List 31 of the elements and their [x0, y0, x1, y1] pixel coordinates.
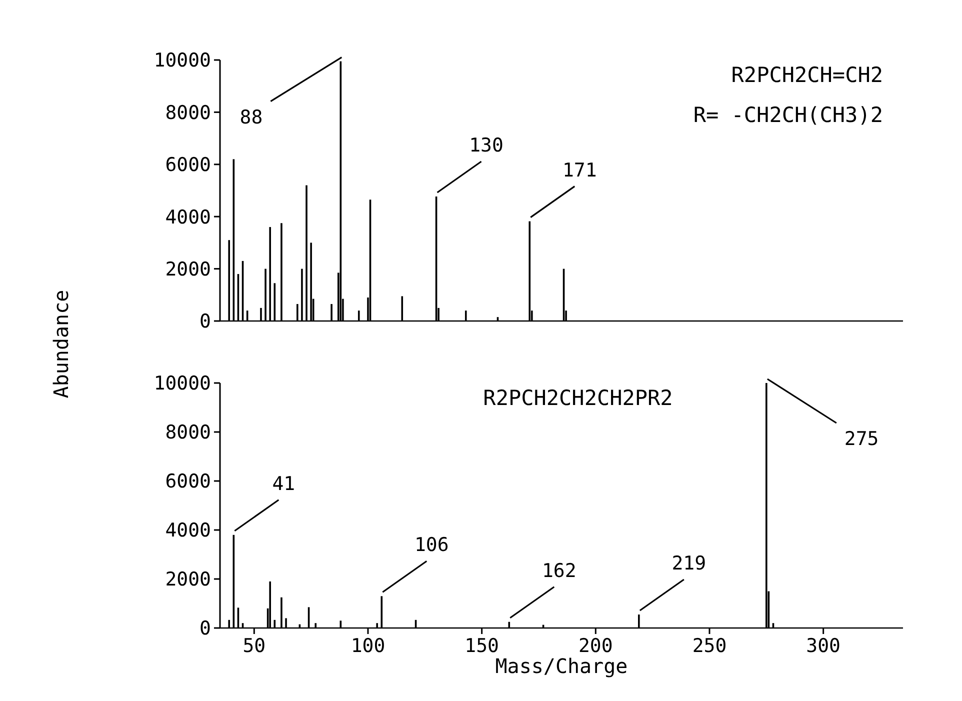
y-tick-label: 0 — [200, 618, 211, 640]
y-tick-label: 2000 — [165, 568, 211, 591]
x-tick-label: 50 — [242, 635, 266, 657]
x-tick-label: 250 — [692, 635, 727, 657]
x-tick-label: 200 — [578, 635, 613, 657]
annotation: 88 — [240, 106, 263, 128]
annotation: 41 — [272, 472, 296, 495]
x-tick-label: 150 — [464, 635, 499, 657]
chart-title: R2PCH2CH=CH2 — [731, 63, 883, 87]
x-tick-label: 300 — [806, 635, 840, 657]
annotation: 219 — [672, 552, 706, 575]
text: R= -CH2CH(CH3)2 — [693, 103, 883, 127]
y-tick-label: 2000 — [165, 258, 211, 280]
chart-title: R2PCH2CH2CH2PR2 — [483, 386, 673, 410]
y-tick-label: 10000 — [154, 372, 211, 395]
y-tick-label: 6000 — [165, 154, 211, 176]
y-tick-label: 4000 — [165, 206, 211, 228]
y-tick-label: 8000 — [165, 102, 211, 124]
annotation: 106 — [414, 534, 449, 556]
y-tick-label: 10000 — [154, 50, 211, 72]
annotation: 275 — [844, 428, 879, 450]
annotation: 171 — [562, 159, 597, 182]
annotation: 130 — [469, 134, 504, 157]
y-tick-label: 6000 — [165, 470, 211, 493]
y-tick-label: 0 — [200, 310, 211, 333]
y-tick-label: 8000 — [165, 422, 211, 444]
y-tick-label: 4000 — [165, 520, 211, 542]
x-axis-title: Mass/Charge — [495, 654, 628, 678]
y-axis-title: Abundance — [49, 290, 73, 398]
x-tick-label: 100 — [350, 635, 386, 657]
annotation: 162 — [542, 560, 576, 582]
